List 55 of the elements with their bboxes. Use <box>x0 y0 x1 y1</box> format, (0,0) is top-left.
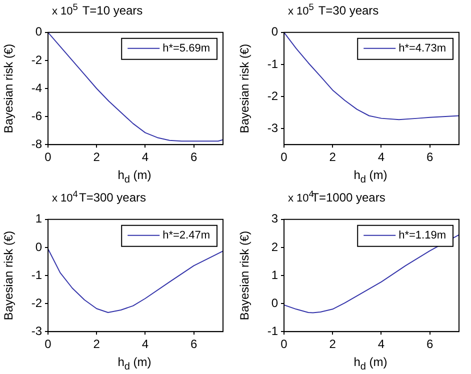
x-tick-label: 0 <box>44 337 52 352</box>
x-tick-label: 2 <box>93 337 100 352</box>
text: x 10$^{4}$ <box>52 189 78 205</box>
x-tick-label: 4 <box>142 150 149 164</box>
chart-title: T=1000 years <box>312 190 386 205</box>
y-tick-label: -2 <box>267 88 278 103</box>
y-axis-title: Bayesian risk (€) <box>238 44 252 134</box>
x-tick-label: 2 <box>329 150 336 164</box>
y-tick-label: 3 <box>271 212 278 226</box>
x-axis-title: h$_{d}$ (m) <box>352 355 388 372</box>
y-tick-label: -1 <box>267 56 278 71</box>
x-tick-label: 6 <box>190 150 198 164</box>
legend-label: h*=2.47m <box>162 229 210 242</box>
y-tick-label: 1 <box>35 212 42 226</box>
y-tick-label: 0 <box>35 240 42 254</box>
y-axis-title: Bayesian risk (€) <box>2 44 16 134</box>
legend-label: h*=4.73m <box>398 42 446 54</box>
chart-title: T=300 years <box>78 190 146 205</box>
y-tick-label: -3 <box>31 324 42 338</box>
text: x 10$^{5}$ <box>288 2 314 18</box>
chart-title: T=30 years <box>318 4 379 18</box>
x-tick-label: 4 <box>378 150 385 164</box>
x-tick-label: 6 <box>190 337 198 352</box>
x-tick-label: 6 <box>426 337 434 352</box>
x-axis-title: h$_{d}$ (m) <box>352 168 388 186</box>
legend-label: h*=1.19m <box>398 229 446 242</box>
x-tick-label: 2 <box>329 337 336 352</box>
y-tick-label: -2 <box>31 52 42 67</box>
y-tick-label: -1 <box>31 268 42 282</box>
text: x 10$^{5}$ <box>52 2 78 18</box>
x-axis-title: h$_{d}$ (m) <box>116 168 152 186</box>
chart-title: T=10 years <box>82 4 143 18</box>
x-tick-label: 6 <box>426 150 434 164</box>
y-axis-title: Bayesian risk (€) <box>238 230 252 320</box>
text: x 10$^{4}$ <box>288 189 314 205</box>
x-axis-title: h$_{d}$ (m) <box>116 355 152 372</box>
y-tick-label: -2 <box>31 296 42 310</box>
x-tick-label: 0 <box>44 150 52 164</box>
y-tick-label: -8 <box>31 136 42 151</box>
x-tick-label: 2 <box>93 150 100 164</box>
y-tick-label: 2 <box>271 240 278 254</box>
x-tick-label: 0 <box>280 150 288 164</box>
y-tick-label: -6 <box>31 108 42 123</box>
y-axis-title: Bayesian risk (€) <box>2 230 16 320</box>
x-tick-label: 4 <box>142 337 149 352</box>
y-tick-label: -1 <box>267 324 278 338</box>
y-tick-label: -4 <box>31 80 42 95</box>
y-tick-label: 0 <box>271 24 278 39</box>
y-tick-label: 1 <box>271 268 278 282</box>
y-tick-label: 0 <box>35 24 42 39</box>
y-tick-label: 0 <box>271 296 278 310</box>
legend-label: h*=5.69m <box>162 42 210 54</box>
x-tick-label: 4 <box>378 337 385 352</box>
x-tick-label: 0 <box>280 337 288 352</box>
y-tick-label: -3 <box>267 120 278 135</box>
